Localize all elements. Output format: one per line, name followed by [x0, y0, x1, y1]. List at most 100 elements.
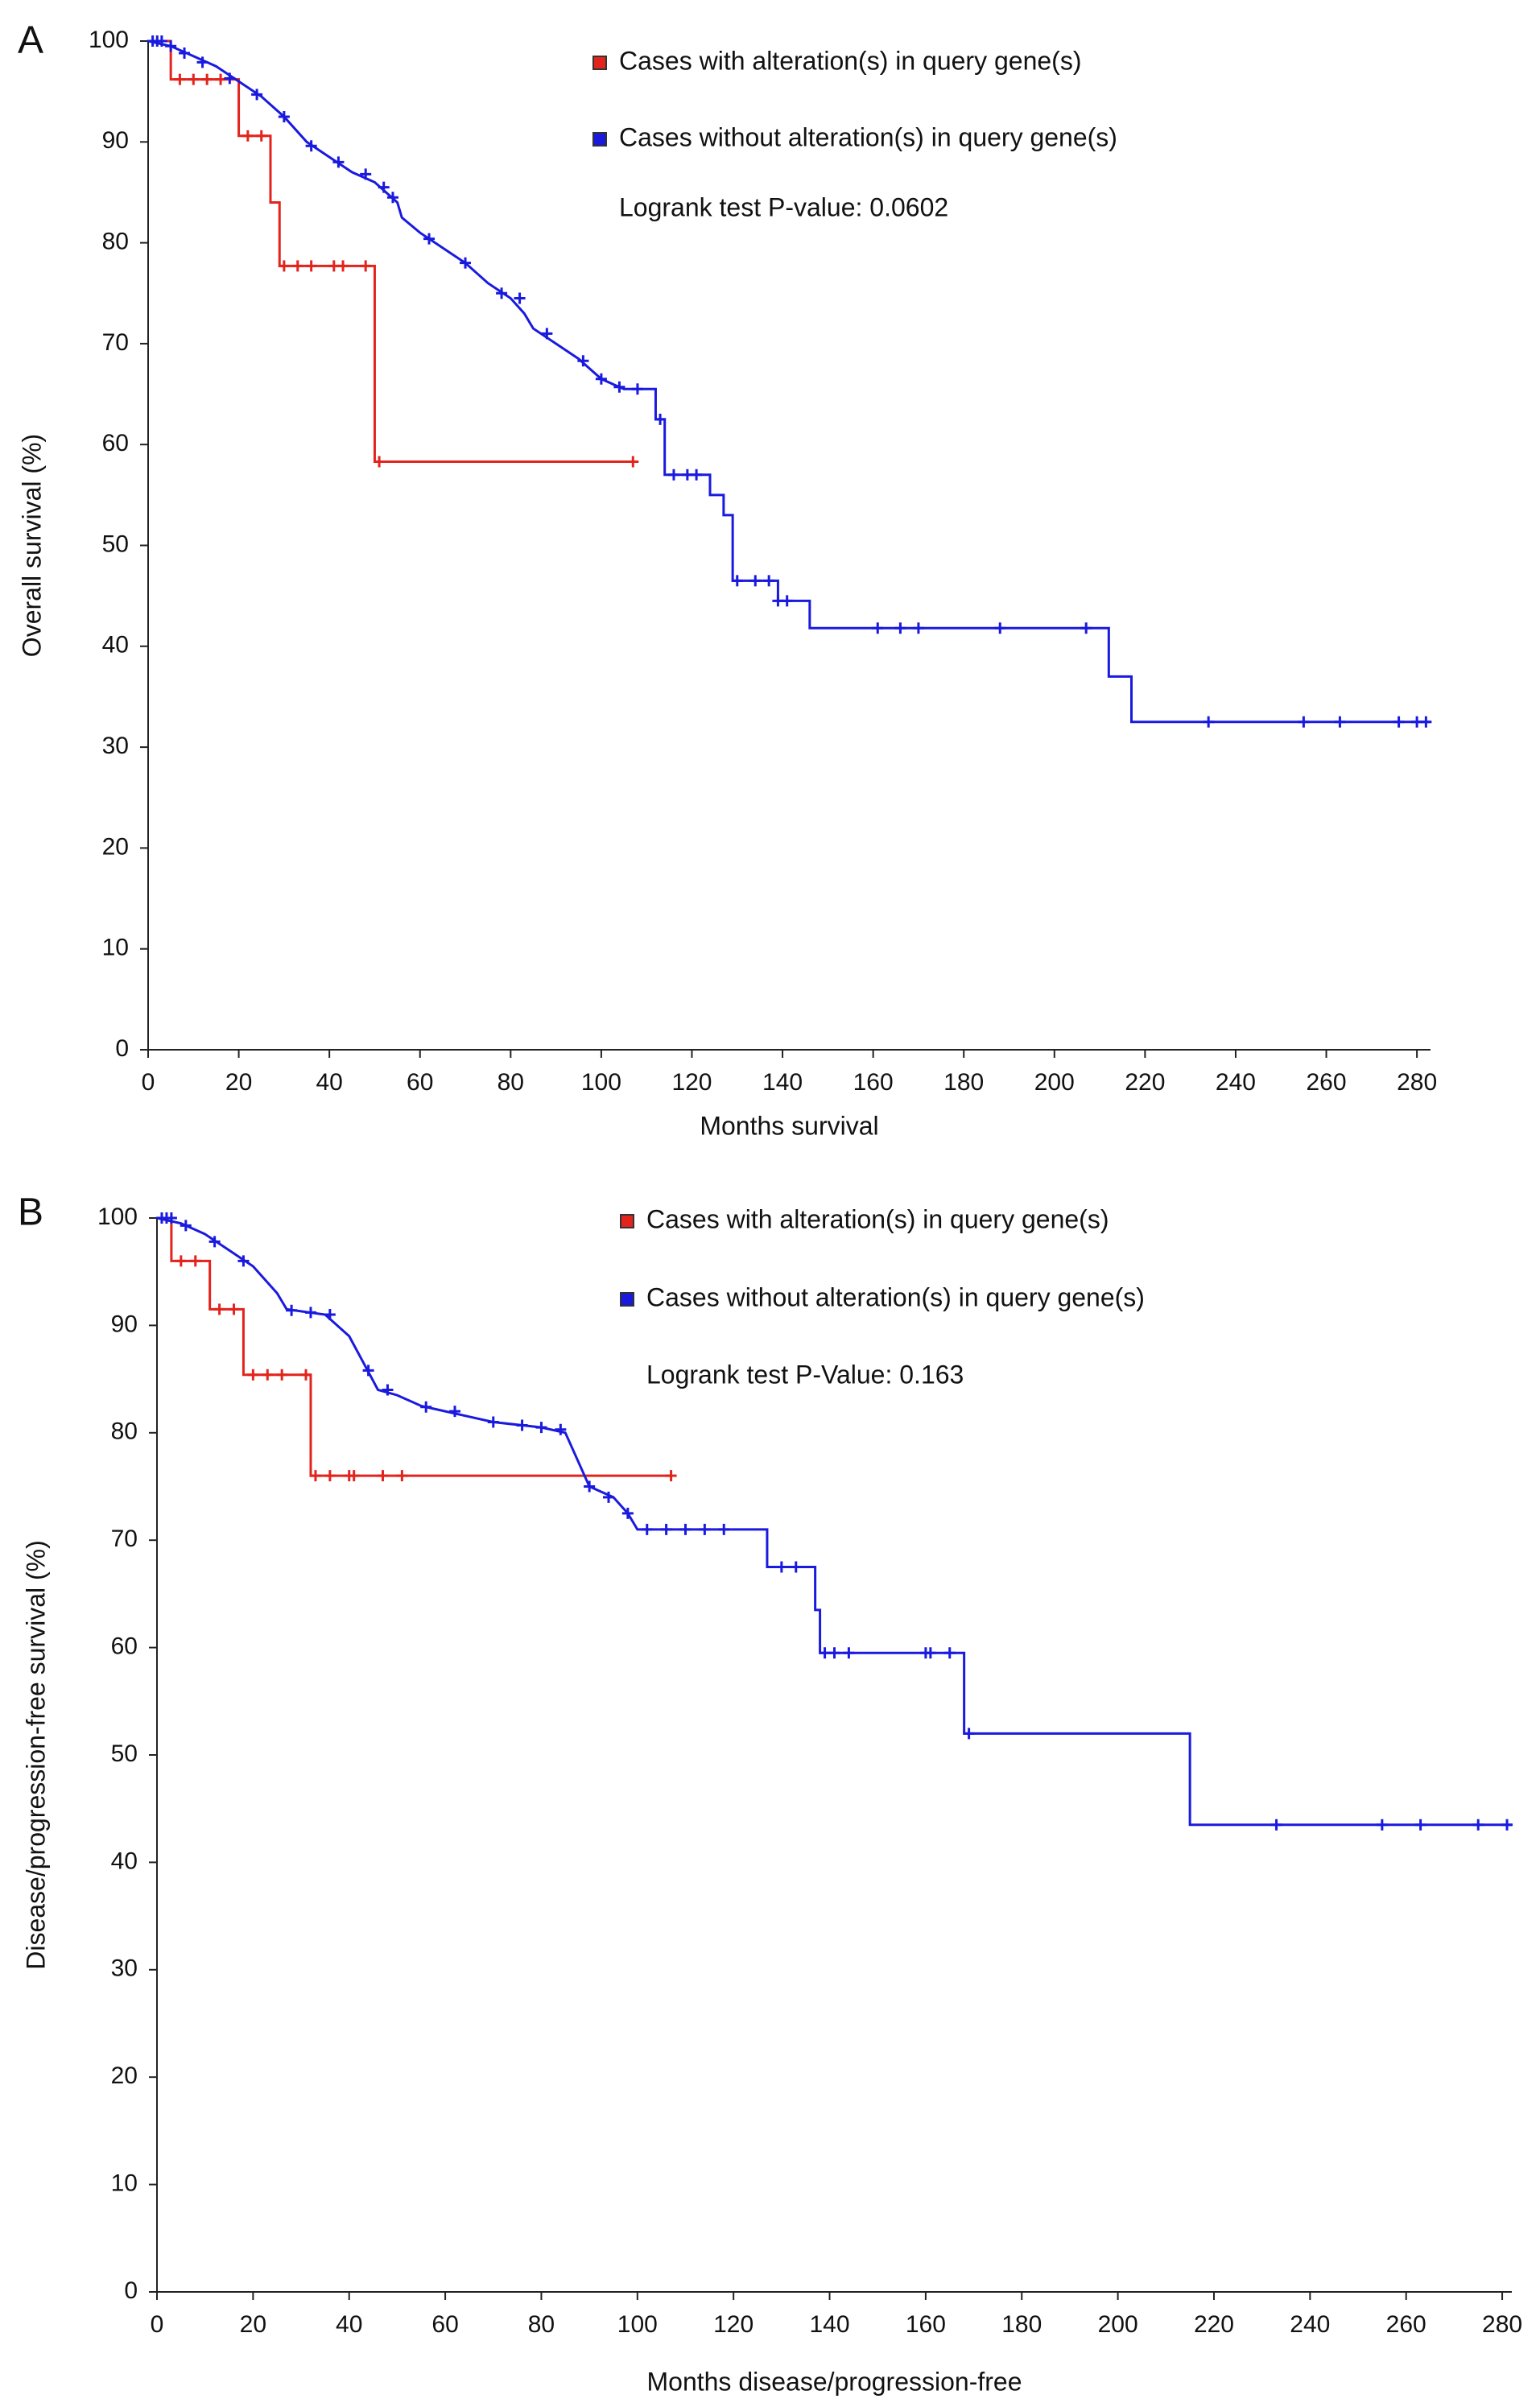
x-tick-label: 200 — [1098, 2311, 1138, 2338]
x-tick-label: 40 — [316, 1069, 342, 1096]
y-tick-label: 0 — [115, 1035, 129, 1062]
y-tick-label: 70 — [102, 329, 129, 356]
panel-label: A — [18, 19, 43, 62]
x-tick-label: 60 — [431, 2311, 458, 2338]
y-tick-label: 90 — [102, 127, 129, 154]
censor-mark — [641, 1523, 653, 1535]
censor-mark — [487, 1416, 499, 1428]
x-tick-label: 240 — [1216, 1069, 1256, 1096]
legend-swatch — [592, 132, 607, 147]
censor-mark — [460, 257, 472, 269]
censor-mark — [660, 1523, 672, 1535]
y-tick-label: 0 — [124, 2277, 138, 2304]
censor-mark — [165, 1212, 177, 1224]
censor-mark — [420, 1401, 432, 1413]
censor-mark — [208, 1236, 221, 1248]
censor-mark — [291, 260, 303, 272]
censor-mark — [535, 1422, 547, 1434]
y-axis-label: Overall survival (%) — [17, 434, 46, 657]
y-tick-label: 20 — [111, 2062, 138, 2089]
x-tick-label: 180 — [1001, 2311, 1042, 2338]
censor-mark — [819, 1647, 831, 1659]
censor-mark — [943, 1647, 956, 1659]
censor-mark — [165, 40, 177, 52]
y-tick-label: 90 — [111, 1311, 138, 1337]
y-tick-label: 100 — [97, 1204, 138, 1230]
censor-mark — [224, 72, 236, 85]
legend-swatch — [620, 1214, 634, 1228]
censor-mark — [1376, 1819, 1388, 1831]
censor-mark — [603, 1491, 614, 1503]
censor-mark — [749, 575, 762, 587]
censor-mark — [337, 260, 349, 272]
y-tick-label: 40 — [102, 632, 129, 659]
x-tick-label: 0 — [151, 2311, 164, 2338]
censor-mark — [781, 595, 793, 607]
censor-mark — [1334, 716, 1346, 728]
x-tick-label: 160 — [853, 1069, 894, 1096]
legend-swatch — [620, 1292, 634, 1307]
censor-mark — [175, 1255, 187, 1267]
censor-mark — [1414, 1819, 1426, 1831]
x-tick-label: 20 — [225, 1069, 252, 1096]
y-axis-label: Disease/progression-free survival (%) — [21, 1540, 50, 1970]
x-axis-label: Months disease/progression-free — [646, 2367, 1022, 2396]
annotation: Logrank test P-value: 0.0602 — [619, 192, 948, 221]
censor-mark — [228, 1303, 240, 1315]
censor-mark — [377, 1470, 389, 1482]
legend-label: Cases without alteration(s) in query gen… — [646, 1282, 1145, 1311]
x-tick-label: 140 — [810, 2311, 850, 2338]
x-tick-label: 160 — [906, 2311, 946, 2338]
censor-mark — [577, 355, 589, 367]
y-tick-label: 10 — [102, 935, 129, 961]
censor-mark — [1298, 716, 1310, 728]
censor-mark — [423, 233, 435, 245]
censor-mark — [1501, 1819, 1513, 1831]
x-tick-label: 100 — [617, 2311, 658, 2338]
censor-mark — [247, 1369, 259, 1381]
censor-mark — [718, 1523, 730, 1535]
censor-mark — [180, 1220, 192, 1232]
legend-swatch — [592, 56, 607, 70]
y-tick-label: 50 — [102, 531, 129, 557]
annotation: Logrank test P-Value: 0.163 — [646, 1360, 964, 1389]
x-tick-label: 280 — [1397, 1069, 1437, 1096]
censor-mark — [924, 1647, 936, 1659]
censor-mark — [667, 469, 679, 481]
censor-mark — [894, 622, 906, 634]
censor-mark — [763, 575, 775, 587]
y-tick-label: 70 — [111, 1526, 138, 1552]
survival-curve — [156, 1216, 1512, 1827]
censor-mark — [514, 292, 526, 304]
censor-mark — [300, 1369, 312, 1381]
x-tick-label: 120 — [713, 2311, 753, 2338]
censor-mark — [516, 1419, 528, 1431]
censor-mark — [843, 1647, 855, 1659]
censor-mark — [963, 1728, 975, 1740]
legend-label: Cases without alteration(s) in query gen… — [619, 122, 1117, 151]
censor-mark — [378, 181, 390, 193]
x-tick-label: 220 — [1194, 2311, 1234, 2338]
survival-curve — [157, 1216, 671, 1477]
censor-mark — [213, 1303, 225, 1315]
x-tick-label: 240 — [1290, 2311, 1330, 2338]
censor-mark — [790, 1561, 802, 1573]
censor-mark — [1270, 1819, 1282, 1831]
x-tick-label: 140 — [762, 1069, 803, 1096]
censor-mark — [362, 1365, 374, 1377]
censor-mark — [775, 1561, 787, 1573]
censor-mark — [691, 469, 703, 481]
censor-mark — [348, 1470, 360, 1482]
x-tick-label: 180 — [943, 1069, 984, 1096]
censor-mark — [262, 1369, 274, 1381]
censor-mark — [305, 260, 317, 272]
censor-mark — [304, 1307, 316, 1319]
censor-mark — [188, 73, 200, 85]
censor-mark — [496, 287, 508, 299]
y-tick-label: 40 — [111, 1848, 138, 1874]
x-tick-label: 280 — [1482, 2311, 1522, 2338]
censor-mark — [278, 260, 290, 272]
censor-mark — [828, 1647, 840, 1659]
y-tick-label: 10 — [111, 2170, 138, 2197]
